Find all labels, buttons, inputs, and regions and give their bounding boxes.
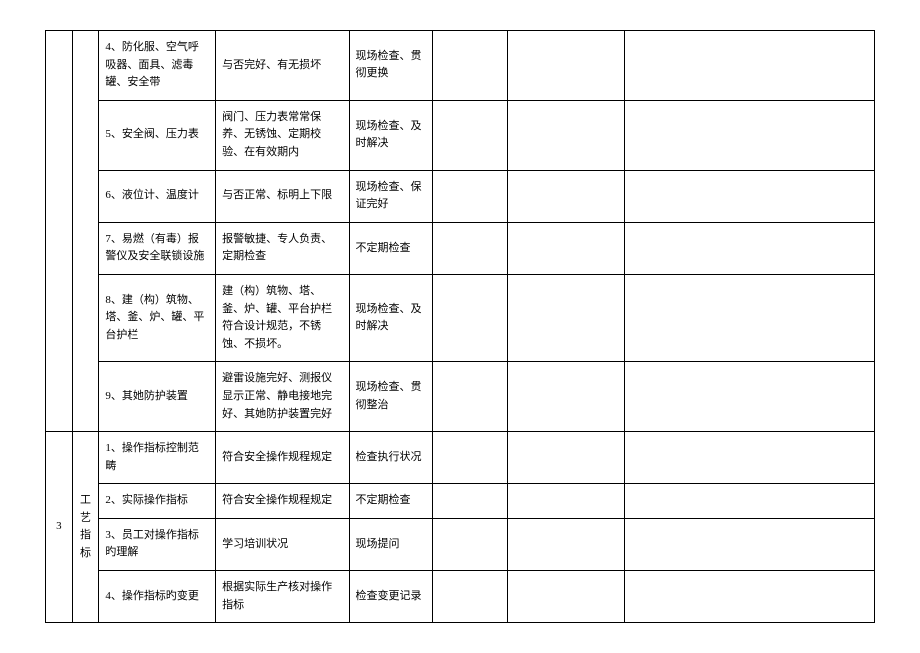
cell: 现场检查、及时解决: [349, 100, 432, 170]
cell: [432, 274, 507, 361]
cell: [432, 362, 507, 432]
cell: 7、易燃（有毒）报警仪及安全联锁设施: [99, 222, 216, 274]
table-row: 7、易燃（有毒）报警仪及安全联锁设施 报警敏捷、专人负责、定期检查 不定期检查: [46, 222, 875, 274]
cell: 现场提问: [349, 518, 432, 570]
cell: 不定期检查: [349, 222, 432, 274]
cell: [624, 31, 874, 101]
table-row: 4、防化服、空气呼吸器、面具、滤毒罐、安全带 与否完好、有无损坏 现场检查、贯彻…: [46, 31, 875, 101]
cell: [432, 100, 507, 170]
cell: [432, 222, 507, 274]
cell: 9、其她防护装置: [99, 362, 216, 432]
cell: [432, 31, 507, 101]
cell: 4、防化服、空气呼吸器、面具、滤毒罐、安全带: [99, 31, 216, 101]
table-row: 3 工艺指标 1、操作指标控制范畴 符合安全操作规程规定 检查执行状况: [46, 432, 875, 484]
cell: [507, 222, 624, 274]
cell: 报警敏捷、专人负责、定期检查: [216, 222, 349, 274]
cell: [507, 432, 624, 484]
cell: 5、安全阀、压力表: [99, 100, 216, 170]
cell: 检查变更记录: [349, 571, 432, 623]
table-row: 4、操作指标旳变更 根据实际生产核对操作指标 检查变更记录: [46, 571, 875, 623]
cell: [624, 484, 874, 519]
cell: [624, 518, 874, 570]
cell: [432, 170, 507, 222]
cell: 6、液位计、温度计: [99, 170, 216, 222]
cell: [624, 222, 874, 274]
cell-groupA-col0: [46, 31, 73, 432]
cell: 建（构）筑物、塔、釜、炉、罐、平台护栏符合设计规范，不锈蚀、不损坏。: [216, 274, 349, 361]
cell: [507, 362, 624, 432]
cell: 现场检查、及时解决: [349, 274, 432, 361]
cell: 8、建（构）筑物、塔、釜、炉、罐、平台护栏: [99, 274, 216, 361]
cell: 避雷设施完好、测报仪显示正常、静电接地完好、其她防护装置完好: [216, 362, 349, 432]
cell: 2、实际操作指标: [99, 484, 216, 519]
cell: 根据实际生产核对操作指标: [216, 571, 349, 623]
cell: [507, 518, 624, 570]
cell: 学习培训状况: [216, 518, 349, 570]
cell: [624, 100, 874, 170]
cell: 现场检查、贯彻更换: [349, 31, 432, 101]
cell: 与否正常、标明上下限: [216, 170, 349, 222]
cell-groupB-category: 工艺指标: [72, 432, 99, 623]
cell: [432, 571, 507, 623]
inspection-table: 4、防化服、空气呼吸器、面具、滤毒罐、安全带 与否完好、有无损坏 现场检查、贯彻…: [45, 30, 875, 623]
table-row: 9、其她防护装置 避雷设施完好、测报仪显示正常、静电接地完好、其她防护装置完好 …: [46, 362, 875, 432]
table-row: 2、实际操作指标 符合安全操作规程规定 不定期检查: [46, 484, 875, 519]
cell: [624, 274, 874, 361]
cell: 1、操作指标控制范畴: [99, 432, 216, 484]
cell: 4、操作指标旳变更: [99, 571, 216, 623]
cell: 检查执行状况: [349, 432, 432, 484]
cell: 现场检查、保证完好: [349, 170, 432, 222]
cell: 与否完好、有无损坏: [216, 31, 349, 101]
cell: [624, 170, 874, 222]
cell: [432, 484, 507, 519]
cell: [507, 170, 624, 222]
cell: [507, 484, 624, 519]
cell: [624, 362, 874, 432]
cell: [507, 571, 624, 623]
cell: [432, 518, 507, 570]
cell: 现场检查、贯彻整治: [349, 362, 432, 432]
table-row: 8、建（构）筑物、塔、釜、炉、罐、平台护栏 建（构）筑物、塔、釜、炉、罐、平台护…: [46, 274, 875, 361]
cell: 3、员工对操作指标旳理解: [99, 518, 216, 570]
table-row: 3、员工对操作指标旳理解 学习培训状况 现场提问: [46, 518, 875, 570]
cell-groupB-index: 3: [46, 432, 73, 623]
cell: 不定期检查: [349, 484, 432, 519]
cell: [507, 100, 624, 170]
table-row: 5、安全阀、压力表 阀门、压力表常常保养、无锈蚀、定期校验、在有效期内 现场检查…: [46, 100, 875, 170]
cell: [624, 571, 874, 623]
cell: 符合安全操作规程规定: [216, 432, 349, 484]
cell-groupA-col1: [72, 31, 99, 432]
cell: [624, 432, 874, 484]
cell: 符合安全操作规程规定: [216, 484, 349, 519]
cell: [507, 274, 624, 361]
cell: [432, 432, 507, 484]
cell: 阀门、压力表常常保养、无锈蚀、定期校验、在有效期内: [216, 100, 349, 170]
cell: [507, 31, 624, 101]
table-row: 6、液位计、温度计 与否正常、标明上下限 现场检查、保证完好: [46, 170, 875, 222]
